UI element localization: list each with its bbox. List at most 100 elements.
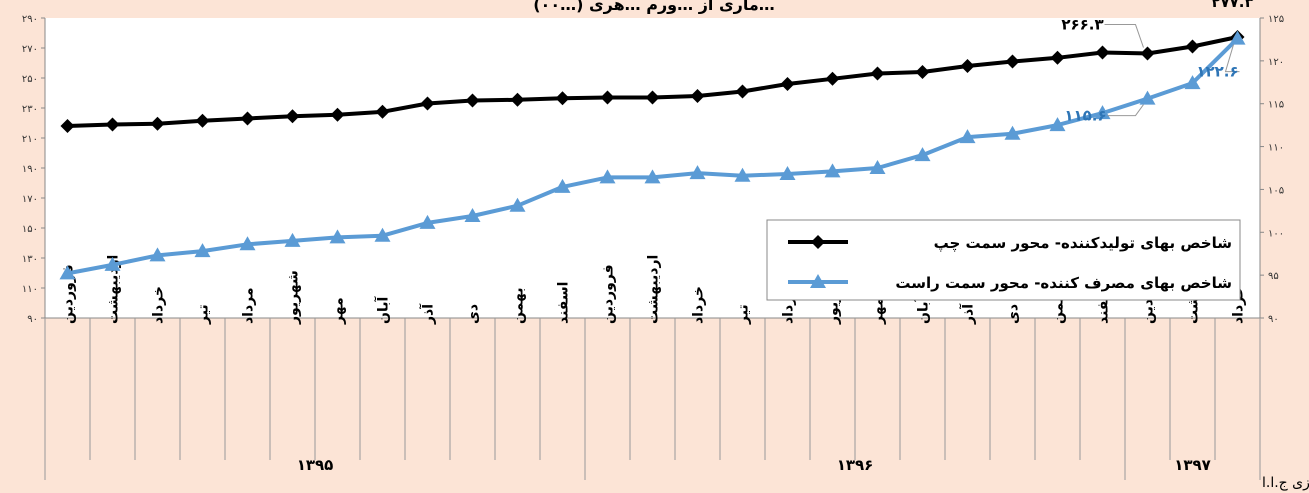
series-0-point	[555, 91, 570, 106]
series-0-point	[915, 65, 930, 79]
right-tick-label: ۱۲۰	[1268, 57, 1284, 68]
series-1-point	[329, 229, 346, 244]
series-1-point	[284, 232, 301, 247]
right-tick-label: ۹۵	[1268, 271, 1279, 282]
series-1-point	[59, 265, 76, 280]
chart-title: …ماری از …ورم …هری (…٠٠)	[533, 0, 775, 14]
series-1-point	[149, 247, 166, 262]
annotation-leader	[1224, 44, 1240, 73]
series-0-point	[870, 66, 885, 81]
series-1-point	[509, 197, 526, 212]
series-group	[59, 30, 1246, 280]
series-0-point	[600, 90, 615, 105]
category-label: اردیبهشت	[646, 255, 662, 324]
series-1-point	[374, 227, 391, 242]
series-0-point	[780, 77, 795, 91]
left-tick-label: ۲۹۰	[22, 14, 38, 25]
annotation-leader	[1107, 104, 1144, 117]
right-tick-label: ۱۲۵	[1268, 14, 1284, 25]
annotation-label: ۲۷۷.۳	[1211, 0, 1253, 11]
category-label: آبان	[374, 296, 392, 324]
series-1-point	[824, 163, 841, 178]
category-label: بهمن	[511, 288, 527, 324]
series-0-point	[240, 111, 255, 126]
legend-swatch-marker	[810, 274, 826, 288]
series-1-point	[1229, 30, 1246, 45]
series-1-point	[1184, 75, 1201, 90]
left-tick-label: ۱۱۰	[22, 284, 38, 295]
left-axis: ۹۰ ۱۱۰ ۱۳۰ ۱۵۰ ۱۷۰ ۱۹۰ ۲۱۰ ۲۳۰ ۲۵۰ ۲۷۰ ۲۹۰	[22, 14, 46, 325]
legend: شاخص بهای تولیدکننده- محور سمت چپ شاخص به…	[766, 219, 1241, 301]
series-1-point	[1094, 105, 1111, 120]
series-1-point	[869, 160, 886, 174]
series-0-point	[375, 104, 390, 119]
category-label: مرداد	[241, 287, 257, 324]
annotation-leader	[1104, 24, 1144, 48]
right-axis: ۹۰ ۹۵ ۱۰۰ ۱۰۵ ۱۱۰ ۱۱۵ ۱۲۰ ۱۲۵	[1259, 14, 1284, 325]
series-0-point	[735, 84, 750, 99]
legend-entry: شاخص بهای تولیدکننده- محور سمت چپ	[934, 234, 1232, 253]
left-tick-label: ۹۰	[27, 314, 38, 325]
series-1-point	[194, 243, 211, 258]
annotation-label: ۱۱۵.۶	[1064, 107, 1106, 125]
series-1-point	[1004, 125, 1021, 140]
category-label: فروردین	[601, 264, 617, 324]
left-tick-label: ۲۱۰	[22, 134, 38, 145]
category-label: شهریور	[286, 270, 302, 325]
annotation-label: ۱۲۲.۶	[1196, 63, 1238, 81]
series-1-point	[734, 167, 751, 182]
series-0-point	[465, 93, 480, 108]
series-0-point	[510, 92, 525, 107]
year-label: ۱۳۹۶	[837, 456, 874, 474]
series-1-point	[599, 169, 616, 184]
right-tick-label: ۱۱۰	[1268, 143, 1284, 154]
series-1-point	[689, 165, 706, 180]
legend-entry: شاخص بهای مصرف کننده- محور سمت راست	[895, 274, 1232, 292]
category-label: تیر	[736, 304, 752, 325]
left-tick-label: ۱۵۰	[22, 224, 38, 235]
series-0-point	[105, 117, 120, 132]
category-label: دی	[1006, 304, 1022, 324]
category-label: آذر	[419, 303, 437, 325]
series-1-point	[1139, 90, 1156, 105]
category-label: آبان	[914, 296, 932, 324]
right-tick-label: ۹۰	[1268, 314, 1279, 325]
series-1-point	[419, 214, 436, 229]
series-0-point	[195, 113, 210, 128]
left-tick-label: ۲۷۰	[22, 44, 38, 55]
series-1-point	[104, 256, 121, 271]
series-0-point	[645, 90, 660, 105]
year-label: ۱۳۹۵	[297, 456, 334, 474]
series-0-point	[825, 71, 840, 86]
series-0-point	[960, 59, 975, 73]
right-tick-label: ۱۱۵	[1268, 100, 1284, 111]
series-0-point	[690, 89, 705, 103]
left-tick-label: ۲۵۰	[22, 74, 38, 85]
series-0-point	[285, 109, 300, 124]
left-tick-label: ۱۹۰	[22, 164, 38, 175]
series-0-point	[1005, 54, 1020, 69]
left-tick-label: ۲۳۰	[22, 104, 38, 115]
series-1-point	[914, 147, 931, 162]
legend-box	[766, 219, 1241, 301]
series-0-point	[330, 107, 345, 122]
series-0-point	[1095, 45, 1110, 60]
series-1-point	[779, 166, 796, 180]
category-label: مهر	[331, 297, 347, 325]
left-tick-label: ۱۷۰	[22, 194, 38, 205]
series-0-point	[1185, 39, 1200, 54]
annotation-label: ۲۶۶.۳	[1061, 16, 1103, 34]
right-tick-label: ۱۰۰	[1268, 228, 1284, 239]
series-1-point	[644, 169, 661, 184]
category-label: اردیبهشت	[106, 255, 122, 324]
series-1-point	[1049, 117, 1066, 132]
category-label: خرداد	[691, 286, 707, 324]
source-note: منبع داده ها: بانک مرکزی ج.ا.ا	[1262, 475, 1309, 491]
series-1-point	[959, 129, 976, 144]
category-label: آذر	[959, 303, 977, 325]
series-1-point	[239, 236, 256, 251]
category-label: مهر	[871, 297, 887, 325]
series-0-point	[1140, 46, 1155, 61]
annotations: ۲۶۶.۳ ۲۷۷.۳ ۱۱۵.۶ ۱۲۲.۶	[1061, 0, 1253, 125]
